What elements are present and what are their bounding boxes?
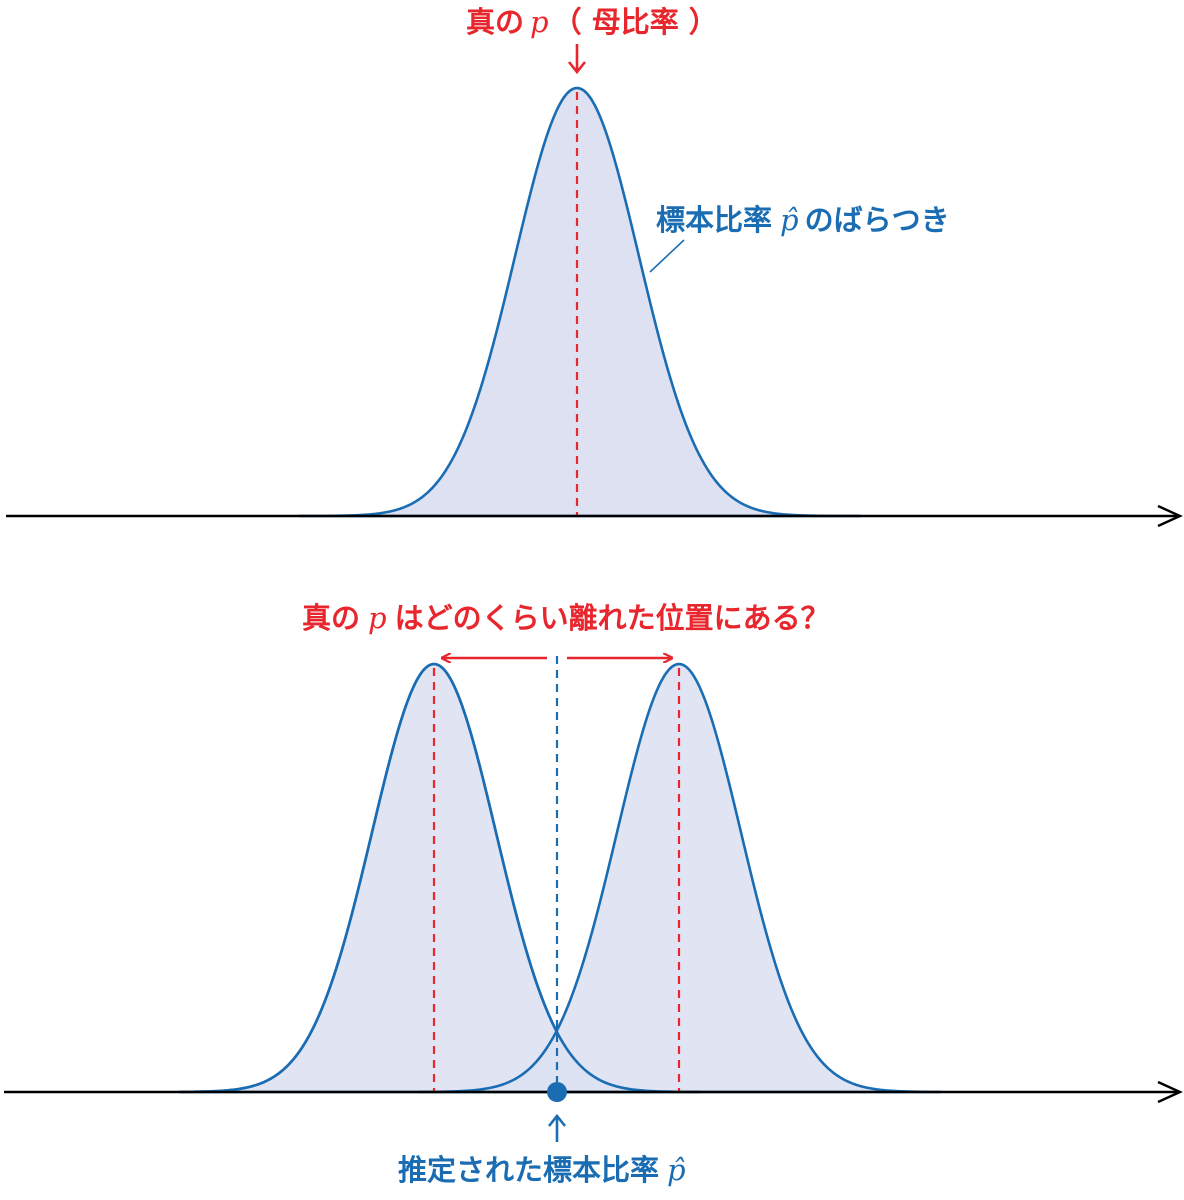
top-panel: 真の p （ 母比率 ） 標本比率 p̂ のばらつき — [6, 5, 1183, 528]
top-axis-arrowhead — [1157, 504, 1183, 528]
true-p-label: 真の p （ 母比率 ） — [466, 5, 718, 39]
left-candidate-curve-outline — [179, 662, 701, 1094]
estimate-pointer-arrow — [547, 1113, 567, 1142]
callout-leader-line — [649, 239, 685, 273]
estimate-label: 推定された標本比率 p̂ — [398, 1153, 686, 1187]
sampling-variation-label: 標本比率 p̂ のばらつき — [656, 203, 950, 237]
estimate-point — [547, 1082, 567, 1102]
true-p-pointer-arrow — [567, 44, 587, 75]
sampling-distribution-curve — [298, 86, 862, 518]
bottom-panel: 真の p はどのくらい離れた位置にある？ 推定された標本比率 p̂ — [4, 601, 1183, 1187]
bottom-axis-arrowhead — [1157, 1080, 1183, 1104]
question-label: 真の p はどのくらい離れた位置にある？ — [302, 601, 830, 635]
